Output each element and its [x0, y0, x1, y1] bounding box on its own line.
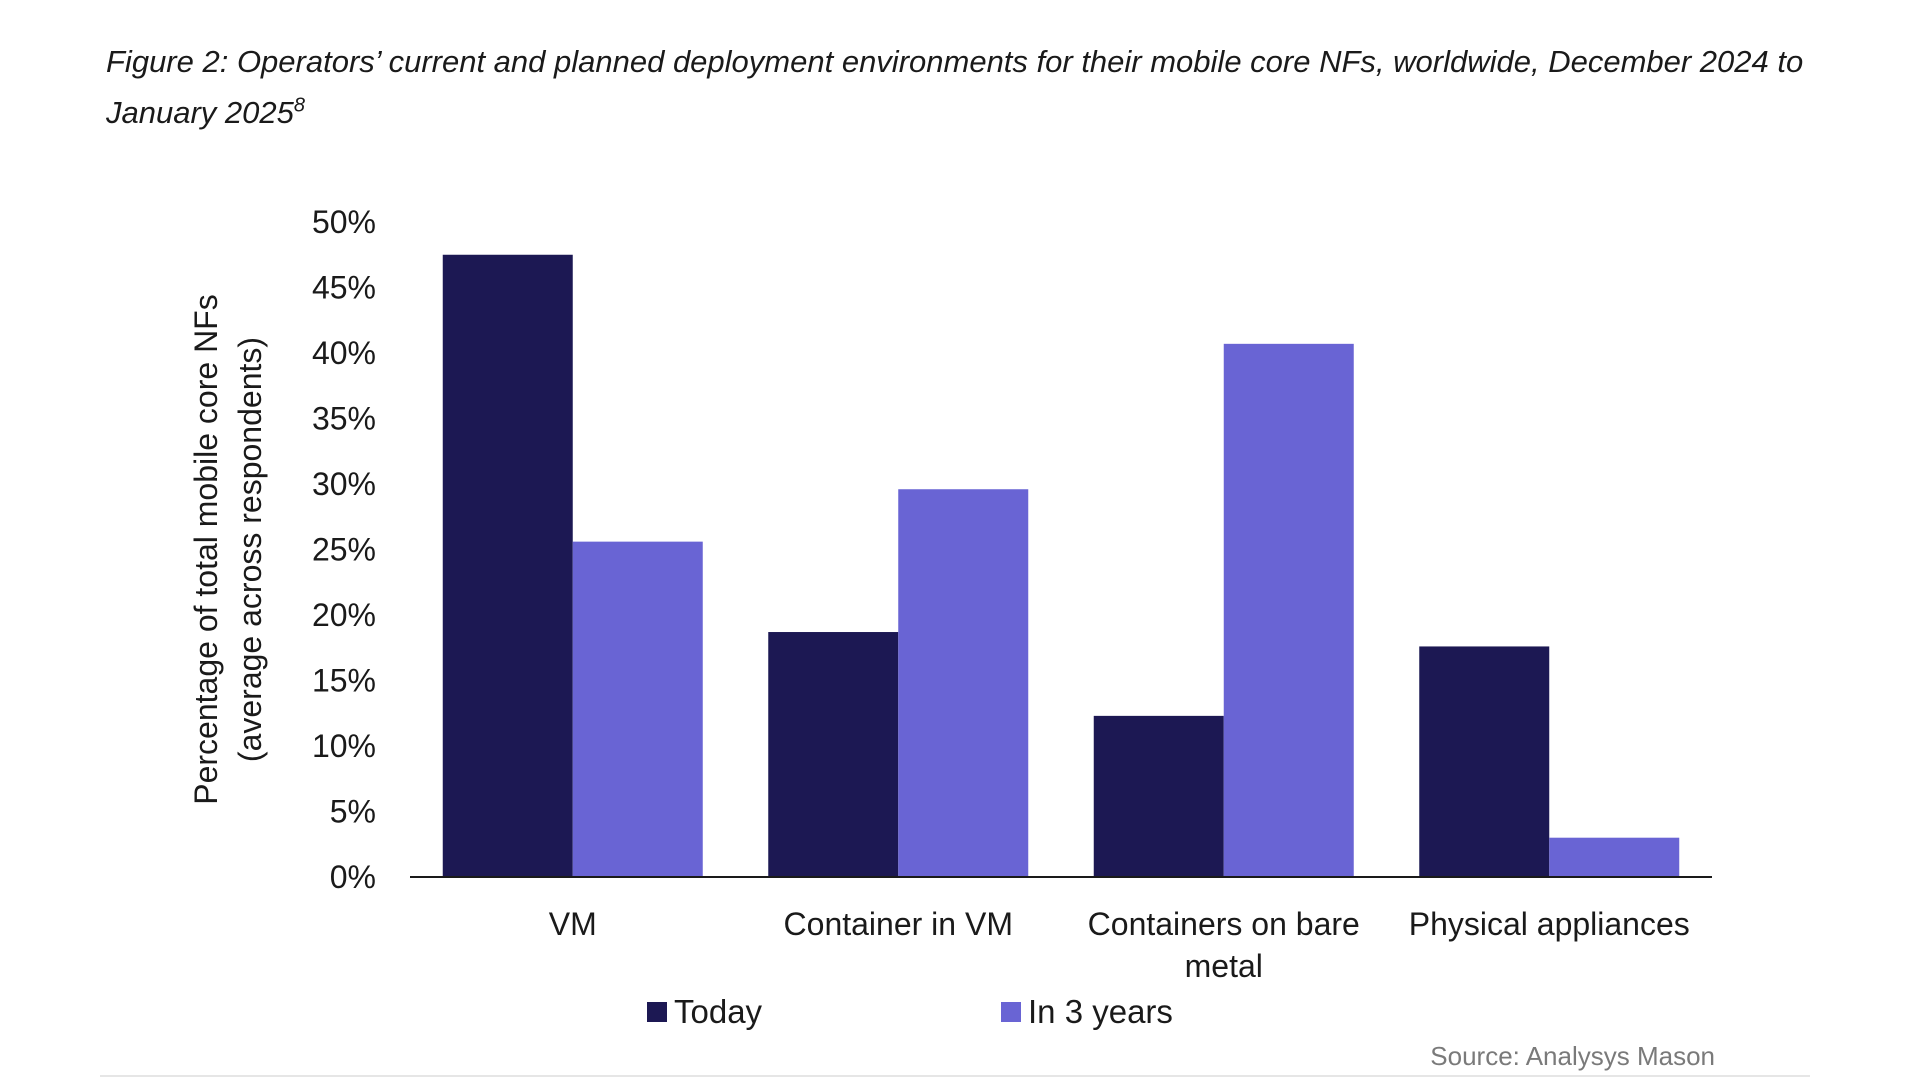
y-tick-label: 40%	[312, 335, 376, 371]
bar-today	[442, 254, 573, 877]
x-category-label: metal	[1185, 948, 1263, 984]
y-tick-label: 35%	[312, 401, 376, 437]
bottom-divider	[100, 1075, 1810, 1077]
y-tick-label: 20%	[312, 597, 376, 633]
y-axis-label-line: Percentage of total mobile core NFs	[188, 294, 224, 804]
y-axis-label: Percentage of total mobile core NFs (aver…	[188, 294, 268, 804]
bar-in-3-years	[1549, 837, 1680, 877]
x-category-label: Container in VM	[784, 906, 1013, 942]
legend-item-today: Today	[647, 993, 762, 1031]
chart-legend: Today In 3 years	[0, 993, 1920, 1033]
legend-label-in-3-years: In 3 years	[1028, 993, 1173, 1030]
y-tick-label: 25%	[312, 532, 376, 568]
y-tick-label: 30%	[312, 466, 376, 502]
bar-in-3-years	[898, 489, 1029, 877]
x-category-label: Containers on bare	[1088, 906, 1360, 942]
y-tick-label: 0%	[330, 859, 376, 895]
y-tick-label: 45%	[312, 270, 376, 306]
figure-title: Figure 2: Operators’ current and planned…	[106, 36, 1806, 138]
legend-swatch-today	[647, 1002, 667, 1022]
footnote-ref: 8	[293, 94, 305, 117]
bar-today	[1093, 715, 1224, 877]
bar-today	[768, 632, 899, 877]
source-note: Source: Analysys Mason	[1430, 1041, 1715, 1071]
x-category-label: VM	[549, 906, 597, 942]
y-tick-label: 50%	[312, 204, 376, 240]
y-tick-label: 10%	[312, 728, 376, 764]
bar-today	[1419, 646, 1550, 877]
legend-item-in-3-years: In 3 years	[1001, 993, 1173, 1031]
y-tick-label: 15%	[312, 663, 376, 699]
bar-in-3-years	[1223, 343, 1354, 878]
y-axis-label-line: (average across respondents)	[232, 337, 268, 762]
figure-title-text: Figure 2: Operators’ current and planned…	[106, 44, 1804, 130]
bar-in-3-years	[572, 541, 703, 877]
y-tick-label: 5%	[330, 794, 376, 830]
legend-label-today: Today	[674, 993, 763, 1030]
legend-swatch-in-3-years	[1001, 1002, 1021, 1022]
x-category-label: Physical appliances	[1409, 906, 1690, 942]
